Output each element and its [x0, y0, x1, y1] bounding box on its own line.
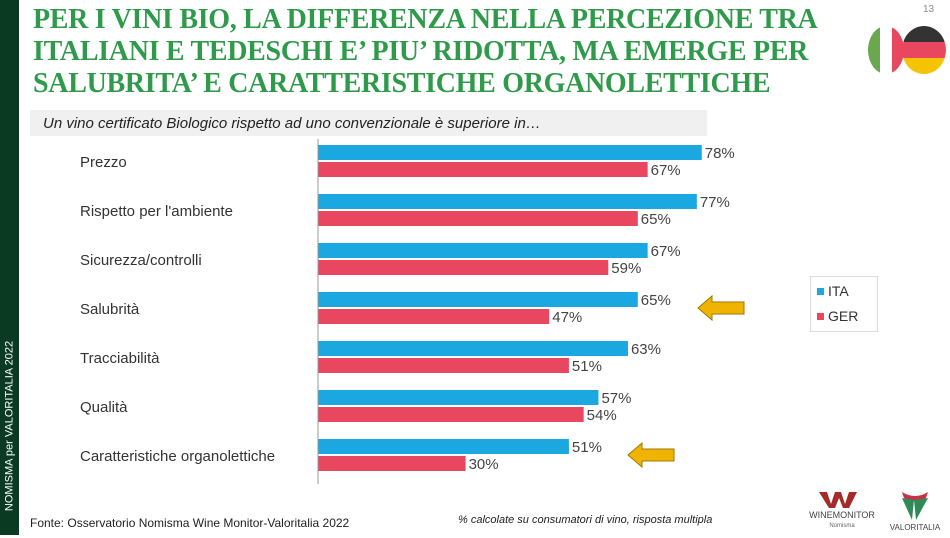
bar-ita [318, 292, 638, 307]
data-label-ita: 77% [700, 194, 730, 211]
bar-ger [318, 211, 638, 226]
data-label-ger: 47% [552, 309, 582, 326]
valoritalia-logo: VALORITALIA [880, 488, 950, 533]
source-text: Fonte: Osservatorio Nomisma Wine Monitor… [30, 516, 350, 530]
data-label-ita: 63% [631, 341, 661, 358]
category-label: Sicurezza/controlli [80, 252, 202, 269]
page-number: 13 [923, 4, 935, 15]
svg-text:Nomisma: Nomisma [829, 523, 855, 529]
svg-text:WINEMONITOR: WINEMONITOR [809, 510, 875, 520]
category-label: Tracciabilità [80, 350, 160, 367]
legend-item-ger: GER [811, 305, 877, 327]
chart-subtitle: Un vino certificato Biologico rispetto a… [30, 110, 707, 136]
bar-ger [318, 407, 584, 422]
category-label: Prezzo [80, 154, 127, 171]
footnote: % calcolate su consumatori di vino, risp… [458, 514, 713, 526]
bar-ita [318, 341, 628, 356]
category-label: Qualità [80, 399, 128, 416]
sidebar: NOMISMA per VALORITALIA 2022 [0, 0, 19, 535]
data-label-ger: 65% [641, 211, 671, 228]
data-label-ger: 30% [469, 456, 499, 473]
category-label: Caratteristiche organolettiche [80, 448, 275, 465]
legend-label-ita: ITA [828, 283, 849, 299]
category-label: Rispetto per l'ambiente [80, 203, 233, 220]
bar-ger [318, 456, 466, 471]
data-label-ita: 51% [572, 439, 602, 456]
data-label-ita: 57% [601, 390, 631, 407]
legend: ITA GER [810, 276, 878, 332]
legend-swatch-ger [817, 312, 824, 320]
data-label-ita: 78% [705, 145, 735, 162]
legend-item-ita: ITA [811, 280, 877, 302]
highlight-arrow-icon [627, 441, 675, 469]
highlight-arrow-icon [697, 294, 745, 322]
data-label-ger: 51% [572, 358, 602, 375]
bar-ger [318, 162, 648, 177]
bar-ita [318, 194, 697, 209]
italy-germany-flag-icon [868, 26, 946, 74]
svg-text:VALORITALIA: VALORITALIA [890, 523, 941, 532]
bar-ita [318, 390, 599, 405]
bar-ita [318, 145, 702, 160]
category-label: Salubrità [80, 301, 140, 318]
page-title: PER I VINI BIO, LA DIFFERENZA NELLA PERC… [33, 4, 816, 99]
bar-ger [318, 260, 609, 275]
bar-ita [318, 439, 569, 454]
bar-ger [318, 358, 569, 373]
data-label-ita: 67% [651, 243, 681, 260]
bar-ger [318, 309, 550, 324]
legend-swatch-ita [817, 287, 824, 295]
data-label-ita: 65% [641, 292, 671, 309]
data-label-ger: 54% [587, 407, 617, 424]
winemonitor-logo: WINEMONITOR Nomisma [805, 490, 880, 530]
data-label-ger: 67% [651, 162, 681, 179]
bar-ita [318, 243, 648, 258]
data-label-ger: 59% [611, 260, 641, 277]
legend-label-ger: GER [828, 308, 859, 324]
